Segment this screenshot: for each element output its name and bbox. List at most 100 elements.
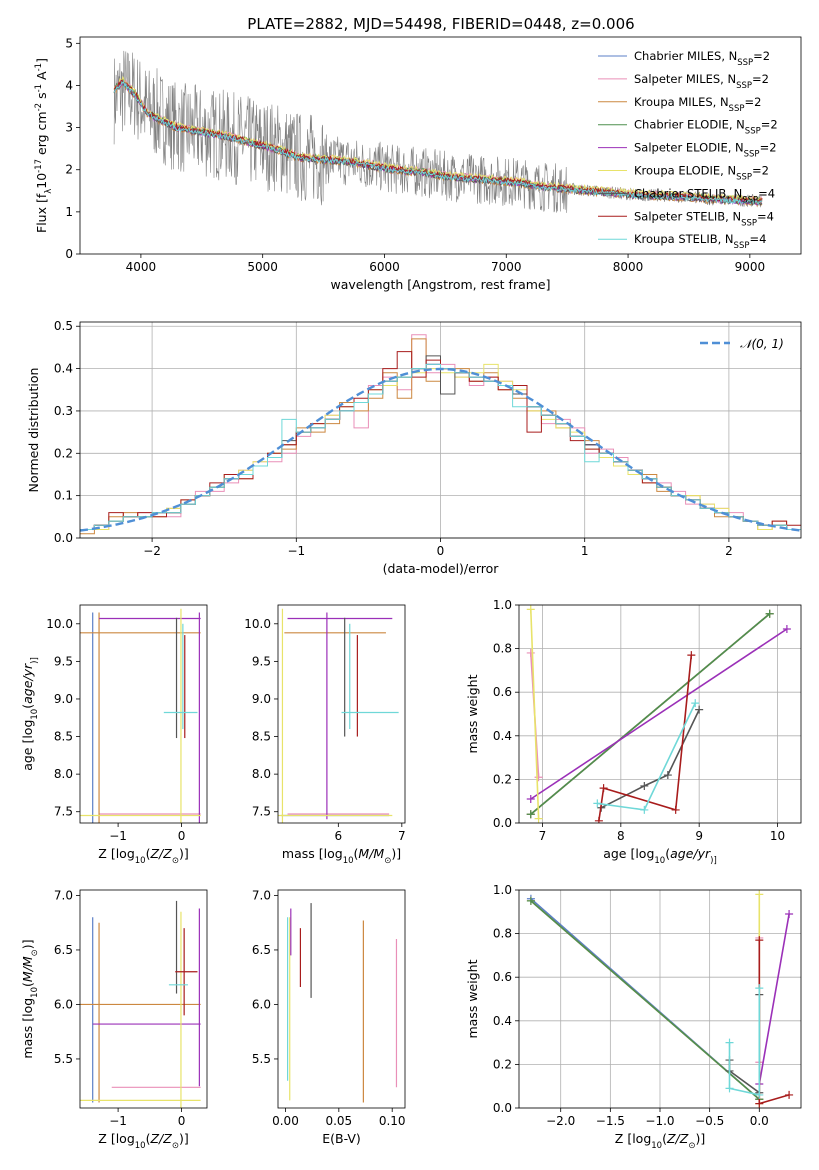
y-tick-label: 0.2 — [493, 1057, 512, 1071]
x-tick-label: 1 — [581, 544, 589, 558]
x-tick-label: 6 — [335, 829, 343, 843]
y-tick-label: 1.0 — [493, 883, 512, 897]
weight-point-marker — [755, 936, 764, 945]
weight-series-line — [598, 655, 693, 821]
weight-series-line — [530, 628, 788, 800]
label-fragment: λ — [44, 189, 54, 194]
age-vs-mass-panel: 6 7 7.5 8.0 8.5 9.0 9.5 10.0 mass [log10(M/M⊙)] — [244, 604, 406, 866]
y-tick-label: 0.2 — [54, 446, 73, 460]
label-fragment: ( — [665, 846, 670, 861]
label-fragment: ( — [20, 982, 35, 987]
label-fragment: Z [log — [98, 846, 134, 861]
label-fragment: )] — [695, 1131, 705, 1146]
x-tick-label: 8 — [617, 829, 625, 843]
weight-point-marker — [663, 771, 672, 780]
legend-entry: Kroupa MILES, NSSP=2 — [634, 95, 761, 114]
axes-frame — [79, 321, 802, 539]
label-fragment: 10 — [135, 1141, 146, 1151]
x-tick-label: 0 — [178, 1114, 186, 1128]
y-axis-label: Normed distribution — [26, 368, 41, 493]
label-fragment: Chabrier MILES, N — [634, 49, 737, 63]
weight-series-line — [530, 900, 760, 1100]
segment-plot-area — [80, 608, 201, 823]
weight-series-line — [758, 940, 790, 1105]
x-tick-label: −2 — [143, 544, 161, 558]
y-tick-label: 9.5 — [252, 654, 271, 668]
weight-point-marker — [782, 624, 791, 633]
label-fragment: )] — [30, 657, 40, 664]
figure-title: PLATE=2882, MJD=54498, FIBERID=0448, z=0… — [247, 15, 634, 33]
y-tick-label: 6.5 — [252, 943, 271, 957]
label-fragment: 10 — [343, 856, 354, 866]
y-tick-label: 2 — [65, 163, 73, 177]
weight-plot-area — [526, 605, 791, 823]
label-fragment: 10 — [34, 173, 49, 189]
y-tick-label: 0.6 — [493, 685, 512, 699]
label-fragment: mass [log — [20, 998, 35, 1059]
y-tick-label: 0.5 — [54, 319, 73, 333]
y-tick-label: 7.0 — [54, 888, 73, 902]
label-fragment: age [log — [603, 846, 654, 861]
mass-vs-ebv-panel: 0.00 0.05 0.10 5.5 6.0 6.5 7.0 E(B-V) — [252, 888, 406, 1146]
weight-point-marker — [691, 699, 700, 708]
label-fragment: )] — [179, 846, 189, 861]
y-tick-label: 0.2 — [493, 772, 512, 786]
mass-vs-z-panel: −1 05.56.06.57.0Z [log10(Z/Z⊙)]mass [log1… — [20, 888, 208, 1151]
segment-plot-area — [80, 900, 201, 1108]
weight-series-line — [530, 609, 540, 819]
label-fragment: M/M — [358, 846, 384, 861]
label-fragment: 10 — [135, 856, 146, 866]
label-fragment: SSP — [742, 195, 758, 205]
y-tick-label: 0.4 — [493, 1014, 512, 1028]
x-tick-label: 7 — [398, 829, 406, 843]
x-tick-label: −0.5 — [695, 1114, 724, 1128]
y-tick-label: 7.0 — [252, 888, 271, 902]
legend-entry: Kroupa ELODIE, NSSP=2 — [634, 164, 769, 183]
label-fragment: )] — [179, 1131, 189, 1146]
label-fragment: ( — [146, 1131, 151, 1146]
x-tick-label: 8000 — [613, 260, 644, 274]
x-axis-label: age [log10(age/yr)] — [603, 846, 717, 866]
label-fragment: Kroupa MILES, N — [634, 95, 729, 109]
x-tick-label: −2.0 — [546, 1114, 575, 1128]
y-axis-label: mass weight — [465, 674, 480, 753]
weight-point-marker — [765, 609, 774, 618]
weight-plot-area — [526, 890, 794, 1108]
label-fragment: )] — [710, 856, 717, 866]
model-spectrum-line — [113, 80, 763, 205]
x-tick-label: 5000 — [247, 260, 278, 274]
y-tick-label: 6.0 — [54, 997, 73, 1011]
x-tick-label: 4000 — [126, 260, 157, 274]
weight-point-marker — [671, 805, 680, 814]
weight-point-marker — [526, 795, 535, 804]
weight-point-marker — [593, 799, 602, 808]
axes-frame — [79, 36, 802, 255]
weight-point-marker — [526, 810, 535, 819]
y-tick-label: 10.0 — [46, 617, 73, 631]
label-fragment: =2 — [753, 49, 770, 63]
axes-frame — [518, 604, 802, 824]
y-tick-label: 0 — [65, 247, 73, 261]
x-tick-label: 10 — [770, 829, 785, 843]
x-tick-label: 2 — [725, 544, 733, 558]
weight-point-marker — [640, 805, 649, 814]
model-spectrum-line — [113, 81, 763, 208]
weight-point-marker — [526, 648, 535, 657]
label-fragment: Salpeter STELIB, N — [634, 209, 741, 223]
x-tick-label: 6000 — [369, 260, 400, 274]
label-fragment: 10 — [30, 987, 40, 998]
y-tick-label: 7.5 — [252, 805, 271, 819]
x-axis-label: Z [log10(Z/Z⊙)] — [98, 1131, 188, 1151]
legend-entry: Salpeter STELIB, NSSP=4 — [634, 209, 774, 228]
label-fragment: Chabrier STELIB, N — [634, 186, 742, 200]
x-axis-label: Z [log10(Z/Z⊙)] — [615, 1131, 705, 1151]
segment-plot-area — [278, 608, 399, 823]
label-fragment: 10 — [651, 1141, 662, 1151]
y-tick-label: 5 — [65, 36, 73, 50]
weight-point-marker — [640, 781, 649, 790]
axes-frame — [79, 889, 208, 1109]
spectrum-panel: 4000 5000 6000 7000 8000 9000 0 1 2 3 4 5 wavelength… — [34, 36, 802, 292]
y-tick-label: 8.0 — [252, 767, 271, 781]
label-fragment: age/yr — [20, 663, 35, 704]
